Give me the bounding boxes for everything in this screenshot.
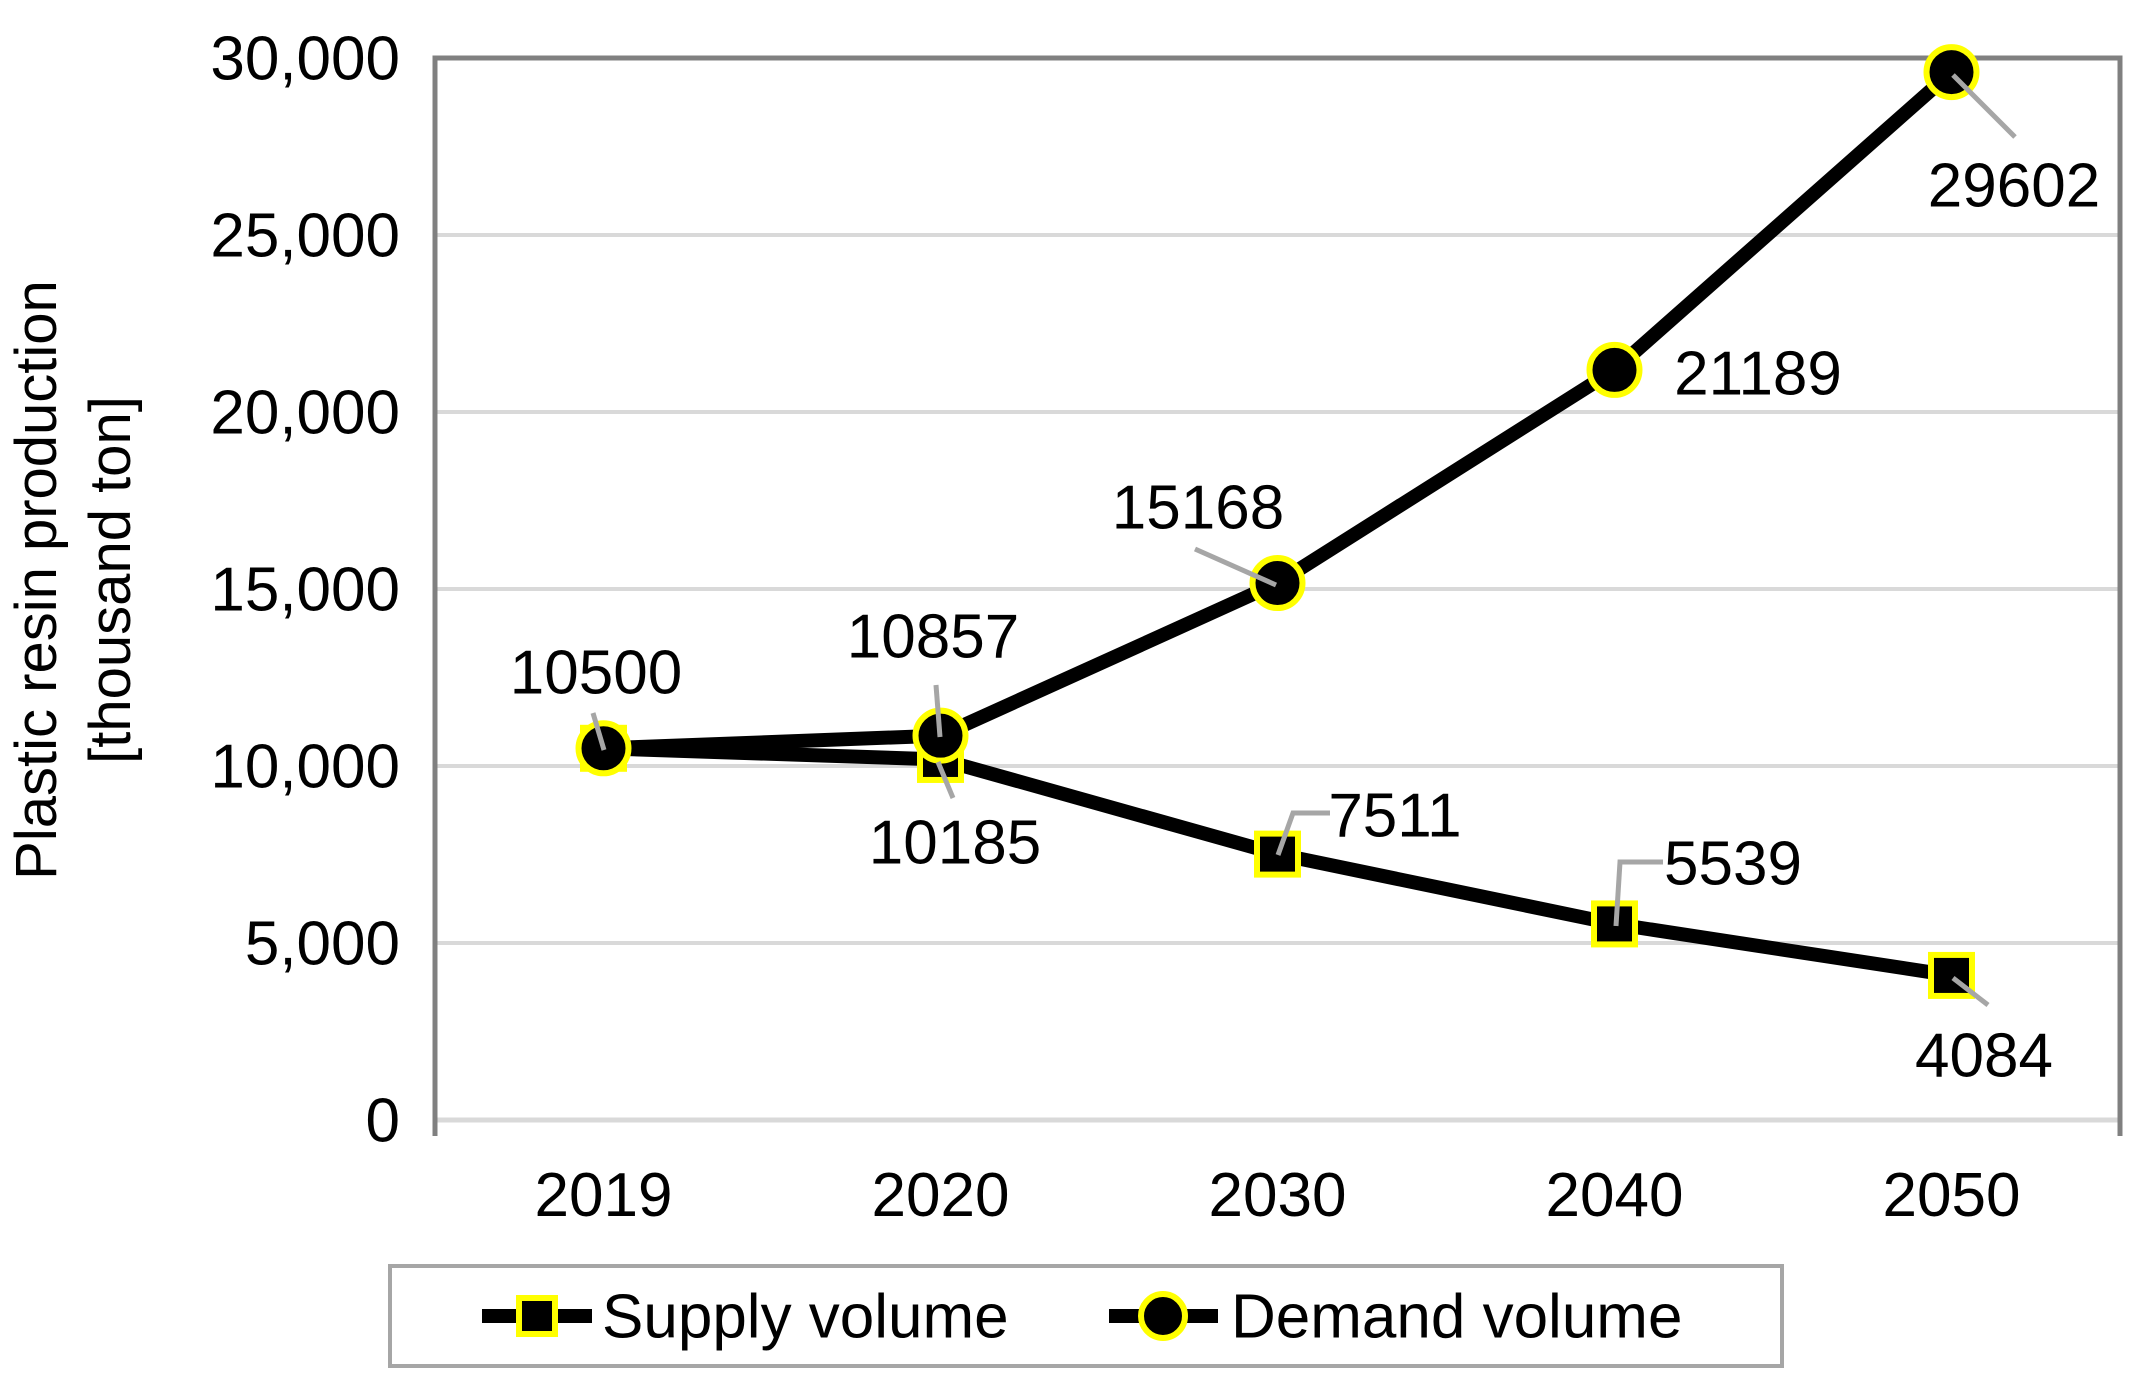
y-tick-label: 0 [366,1087,400,1156]
label-leader-line [1275,810,1330,856]
y-tick-label: 5,000 [245,910,400,979]
label-leader-line [933,684,943,738]
y-tick-label: 20,000 [210,379,400,448]
data-label: 10500 [510,639,682,708]
data-point-marker-circle [1249,555,1306,612]
y-tick-label: 15,000 [210,556,400,625]
label-leader-line [1951,73,2017,139]
y-axis-title-line1: Plastic resin production [4,280,69,880]
label-leader-line [1193,546,1278,588]
legend-circle-marker [1138,1291,1188,1341]
data-label: 29602 [1928,152,2100,221]
x-tick-label: 2019 [535,1161,673,1230]
label-leader-line [1613,859,1663,927]
x-tick-label: 2020 [872,1161,1010,1230]
data-label: 7511 [1328,782,1461,851]
legend-item-label: Demand volume [1231,1283,1682,1352]
x-tick-label: 2050 [1883,1161,2021,1230]
y-tick-label: 10,000 [210,733,400,802]
y-tick-label: 30,000 [210,25,400,94]
x-tick-label: 2030 [1209,1161,1347,1230]
plot-border [432,55,2123,1120]
legend-box [388,1264,1784,1368]
label-leader-line [935,761,956,799]
plot-generated-content: 0 5,000 10,000 15,000 20,000 25,000 30,000 2019… [210,25,2123,1368]
data-label: 10857 [847,603,1019,672]
data-label: 21189 [1674,340,1842,409]
data-label: 5539 [1664,830,1802,899]
label-leader-line [1951,976,1990,1007]
data-point-marker-circle [1586,341,1643,398]
label-leader-line [590,712,607,751]
data-label: 4084 [1915,1022,2053,1091]
data-label: 10185 [869,809,1041,878]
x-tick-label: 2040 [1546,1161,1684,1230]
legend-item-label: Supply volume [602,1283,1009,1352]
y-axis-title-line2: [thousand ton] [78,396,143,764]
y-tick-label: 25,000 [210,202,400,271]
legend-square-marker [516,1295,558,1337]
data-label: 15168 [1112,474,1284,543]
